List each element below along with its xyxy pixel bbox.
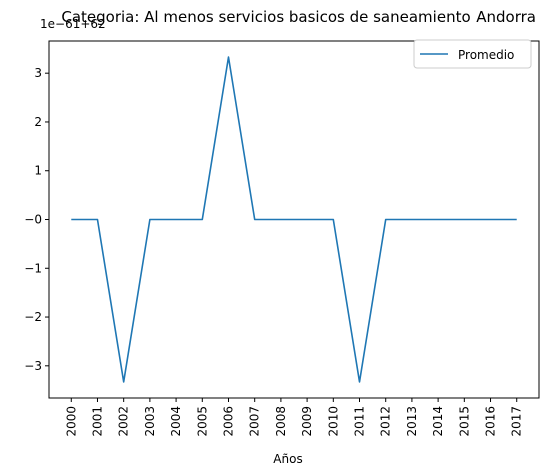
plot-frame xyxy=(48,40,540,399)
x-tick-label: 2009 xyxy=(300,406,314,437)
x-tick-label: 2015 xyxy=(457,406,471,437)
y-tick-label: 1 xyxy=(34,164,42,178)
legend-box xyxy=(413,39,532,69)
plot-area: −3 −2 −1 −0 1 2 3 2000 2001 2002 2003 2004 2005 2006 2… xyxy=(24,56,524,437)
x-tick-label: 2006 xyxy=(221,406,235,437)
y-tick-label: −2 xyxy=(24,310,42,324)
y-tick-label: −0 xyxy=(24,213,42,227)
x-tick-label: 2007 xyxy=(248,406,262,437)
legend-label: Promedio xyxy=(458,48,514,62)
x-axis-label: Años xyxy=(273,452,302,466)
x-tick-label: 2013 xyxy=(405,406,419,437)
chart-title: Categoria: Al menos servicios basicos de… xyxy=(61,8,470,26)
x-tick-label: 2008 xyxy=(274,406,288,437)
y-tick-label: −1 xyxy=(24,261,42,275)
y-tick-label: 2 xyxy=(34,115,42,129)
x-tick-label: 2014 xyxy=(431,406,445,437)
x-tick-label: 2002 xyxy=(117,406,131,437)
y-tick-label: −3 xyxy=(24,359,42,373)
x-tick-label: 2017 xyxy=(510,406,524,437)
x-tick-label: 2000 xyxy=(64,406,78,437)
x-tick-label: 2010 xyxy=(326,406,340,437)
legend: Promedio xyxy=(413,39,532,69)
x-tick-label: 2012 xyxy=(379,406,393,437)
x-tick-label: 2003 xyxy=(143,406,157,437)
series-line-promedio xyxy=(71,56,517,383)
axis-offset-text: 1e−61+62 xyxy=(40,17,106,31)
x-tick-label: 2016 xyxy=(484,406,498,437)
y-tick-label: 3 xyxy=(34,66,42,80)
x-tick-label: 2011 xyxy=(353,406,367,437)
x-tick-label: 2004 xyxy=(169,406,183,437)
chart-title-right: Andorra xyxy=(476,8,536,26)
x-tick-label: 2001 xyxy=(90,406,104,437)
x-tick-label: 2005 xyxy=(195,406,209,437)
